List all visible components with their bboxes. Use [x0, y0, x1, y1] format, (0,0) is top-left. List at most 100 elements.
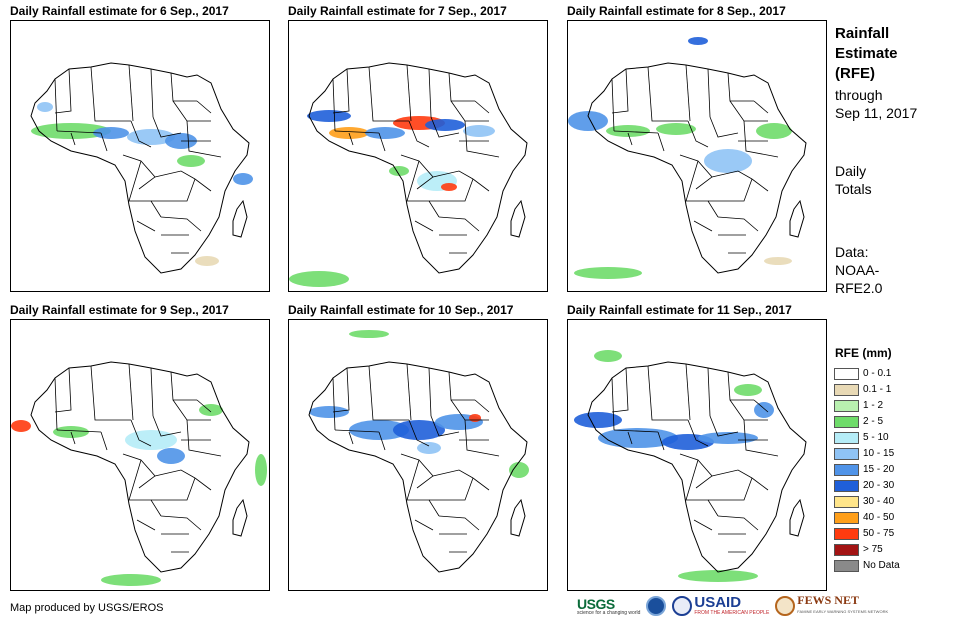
rainfall-map-5 [288, 319, 548, 591]
rainfall-area [574, 412, 622, 428]
panel-title-3: Daily Rainfall estimate for 8 Sep., 2017 [567, 4, 786, 18]
country-borders [332, 363, 500, 553]
legend-item: No Data [834, 558, 900, 573]
madagascar-outline [510, 199, 526, 238]
rainfall-map-2 [288, 20, 548, 292]
madagascar-outline [789, 199, 805, 238]
legend-item: 1 - 2 [834, 398, 900, 413]
rainfall-pattern [574, 350, 774, 582]
fews-net-logo: FEWS NET FAMINE EARLY WARNING SYSTEMS NET… [775, 594, 888, 618]
rainfall-pattern [289, 110, 495, 287]
usgs-logo: USGS science for a changing world [577, 596, 641, 616]
madagascar-outline [232, 199, 248, 238]
through-date: through Sep 11, 2017 [835, 87, 918, 121]
map-canvas [11, 361, 267, 586]
rainfall-area [509, 462, 529, 478]
legend-swatch [834, 463, 859, 476]
legend-swatch [834, 527, 859, 540]
legend-swatch [834, 431, 859, 444]
rainfall-area [734, 384, 762, 396]
legend-item: 2 - 5 [834, 414, 900, 429]
data-source: Data: NOAA- RFE2.0 [835, 244, 883, 296]
legend-label: 1 - 2 [863, 400, 884, 411]
legend-swatch [834, 399, 859, 412]
rainfall-area [177, 155, 205, 167]
rainfall-area [756, 123, 792, 139]
map-canvas [289, 62, 528, 287]
rainfall-area [704, 149, 752, 173]
legend-swatch [834, 367, 859, 380]
rainfall-area [255, 454, 267, 486]
map-canvas [308, 330, 529, 573]
legend-item: 30 - 40 [834, 494, 900, 509]
legend-swatch [834, 543, 859, 556]
logo-bar: USGS science for a changing world USAID F… [577, 594, 888, 618]
rainfall-area [233, 173, 253, 185]
product-title: Rainfall Estimate (RFE) [835, 25, 898, 82]
rainfall-map-1 [10, 20, 270, 292]
map-canvas [574, 350, 807, 582]
rainfall-area [425, 119, 465, 131]
rainfall-map-3 [567, 20, 827, 292]
rainfall-area [199, 404, 223, 416]
legend-label: > 75 [863, 544, 883, 555]
legend-label: 10 - 15 [863, 448, 895, 459]
legend-label: 20 - 30 [863, 480, 895, 491]
legend-label: 5 - 10 [863, 432, 889, 443]
map-credit: Map produced by USGS/EROS [10, 602, 164, 614]
legend-swatch [834, 559, 859, 572]
rainfall-pattern [11, 404, 267, 586]
panel-title-5: Daily Rainfall estimate for 10 Sep., 201… [288, 303, 514, 317]
rainfall-area [606, 125, 650, 137]
rainfall-area [157, 448, 185, 464]
rainfall-area [349, 330, 389, 338]
rainfall-area [393, 420, 445, 440]
rainfall-area [656, 123, 696, 135]
legend-title: RFE (mm) [835, 346, 892, 360]
legend-label: 0.1 - 1 [863, 384, 892, 395]
map-canvas [30, 62, 253, 274]
africa-coastline [308, 62, 528, 274]
panel-title-4: Daily Rainfall estimate for 9 Sep., 2017 [10, 303, 229, 317]
rainfall-area [195, 256, 219, 266]
rainfall-area [698, 432, 758, 444]
rainfall-area [389, 166, 409, 176]
legend-swatch [834, 447, 859, 460]
panel-title-6: Daily Rainfall estimate for 11 Sep., 201… [567, 303, 792, 317]
legend-item: 0.1 - 1 [834, 382, 900, 397]
rainfall-area [31, 123, 111, 139]
legend-item: > 75 [834, 542, 900, 557]
legend-item: 20 - 30 [834, 478, 900, 493]
legend-item: 0 - 0.1 [834, 366, 900, 381]
country-borders [54, 64, 222, 254]
legend-swatch [834, 495, 859, 508]
rainfall-area [125, 430, 177, 450]
map-canvas [568, 37, 807, 279]
rainfall-area [568, 111, 608, 131]
country-borders [611, 64, 779, 254]
africa-coastline [30, 62, 250, 274]
legend-item: 5 - 10 [834, 430, 900, 445]
legend-label: 15 - 20 [863, 464, 895, 475]
legend-label: 2 - 5 [863, 416, 884, 427]
rainfall-area [469, 414, 481, 422]
country-borders [54, 363, 222, 553]
country-borders [611, 363, 779, 553]
rainfall-area [309, 406, 349, 418]
madagascar-outline [510, 498, 526, 537]
rainfall-area [594, 350, 622, 362]
africa-coastline [30, 361, 250, 573]
panel-title-2: Daily Rainfall estimate for 7 Sep., 2017 [288, 4, 507, 18]
legend-swatch [834, 383, 859, 396]
panel-title-1: Daily Rainfall estimate for 6 Sep., 2017 [10, 4, 229, 18]
country-borders [332, 64, 500, 254]
rainfall-map-4 [10, 319, 270, 591]
rainfall-pattern [568, 37, 792, 279]
rainfall-area [11, 420, 31, 432]
legend-label: No Data [863, 560, 900, 571]
legend-item: 15 - 20 [834, 462, 900, 477]
rainfall-area [37, 102, 53, 112]
rainfall-area [574, 267, 642, 279]
usaid-logo: USAID FROM THE AMERICAN PEOPLE [672, 595, 769, 616]
totals-label: Daily Totals [835, 163, 872, 197]
